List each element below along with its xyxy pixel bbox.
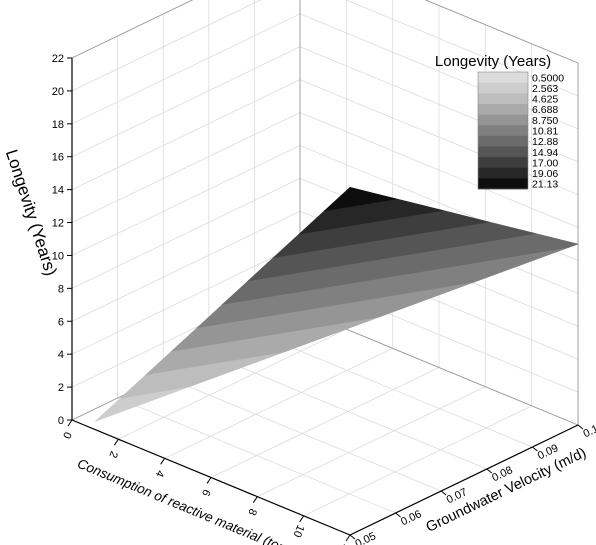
z-tick-label: 12 <box>52 218 64 230</box>
x-tick <box>206 477 212 484</box>
y-tick-label: 0.05 <box>353 530 378 545</box>
z-axis-title: Longevity (Years) <box>2 147 61 278</box>
surface-band <box>323 186 397 212</box>
grid-line-floor <box>164 347 393 459</box>
grid-line-floor <box>257 386 486 498</box>
legend-label: 4.625 <box>532 94 558 106</box>
grid-line-left-wall <box>71 46 301 158</box>
legend-title: Longevity (Years) <box>435 53 551 70</box>
grid-line-left-wall <box>71 112 301 223</box>
y-tick-label: 0.06 <box>399 508 424 528</box>
legend: Longevity (Years) 0.50002.5634.6256.6888.… <box>435 53 564 191</box>
surface <box>94 186 580 422</box>
y-tick <box>440 490 447 496</box>
grid-line-left-wall <box>71 145 301 256</box>
x-tick-label: 10 <box>291 523 307 539</box>
x-tick <box>345 534 351 542</box>
z-tick-label: 4 <box>58 349 64 361</box>
legend-swatch <box>478 157 528 169</box>
legend-swatch <box>478 135 528 147</box>
grid-line-left-wall <box>71 0 262 92</box>
z-tick-label: 0 <box>58 415 64 427</box>
z-tick-label: 16 <box>52 152 64 164</box>
legend-swatch <box>478 125 528 137</box>
grid-line-left-wall <box>71 210 301 322</box>
legend-label: 2.563 <box>532 83 558 95</box>
y-axis-line <box>349 424 579 536</box>
legend-swatch <box>478 146 528 158</box>
z-tick-label: 8 <box>58 283 64 295</box>
legend-label: 12.88 <box>532 136 558 148</box>
frame-edge <box>424 0 579 64</box>
legend-swatch <box>478 82 528 94</box>
y-tick <box>395 512 401 518</box>
legend-swatch <box>478 72 528 84</box>
grid-line-left-wall <box>71 243 301 355</box>
legend-label: 17.00 <box>532 157 558 169</box>
grid-line-floor <box>254 331 533 448</box>
y-tick-label: 0.10 <box>581 420 596 440</box>
x-tick <box>252 496 258 503</box>
z-tick-label: 18 <box>52 119 64 131</box>
x-tick <box>113 438 119 446</box>
grid-line-floor <box>117 397 396 514</box>
y-axis-title: Groundwater Velocity (m/d) <box>424 445 589 536</box>
grid-line-floor <box>163 375 442 492</box>
frame-edge <box>71 0 194 59</box>
surface-band <box>221 233 580 305</box>
x-tick <box>160 458 166 465</box>
legend-label: 19.06 <box>532 168 558 180</box>
legend-label: 14.94 <box>532 147 558 159</box>
legend-label: 8.750 <box>532 115 558 127</box>
grid-line-left-wall <box>71 13 301 125</box>
z-tick-label: 6 <box>58 316 64 328</box>
legend-swatch <box>478 114 528 126</box>
x-tick <box>67 419 73 427</box>
grid-line-floor <box>118 328 347 440</box>
x-tick-label: 12 <box>337 542 353 545</box>
grid-line-floor <box>303 405 532 517</box>
legend-label: 10.81 <box>532 126 558 138</box>
x-tick-label: 6 <box>199 488 212 498</box>
legend-swatch <box>478 93 528 105</box>
legend-label: 6.688 <box>532 104 558 116</box>
y-tick <box>349 534 356 540</box>
grid-line-left-wall <box>71 0 194 59</box>
legend-swatch <box>478 103 528 115</box>
x-tick <box>299 515 305 523</box>
y-tick <box>486 468 493 474</box>
x-tick-label: 8 <box>245 507 258 517</box>
y-tick <box>532 446 538 452</box>
legend-swatch <box>478 167 528 179</box>
grid-line-floor <box>210 367 440 478</box>
legend-frame <box>477 71 529 190</box>
x-tick-label: 4 <box>153 468 166 478</box>
grid-line-left-wall <box>71 79 301 190</box>
x-tick-label: 2 <box>106 449 119 459</box>
legend-label: 21.13 <box>532 179 558 191</box>
y-tick <box>577 424 584 430</box>
z-tick-label: 10 <box>52 250 64 262</box>
z-tick-label: 2 <box>58 382 64 394</box>
grid-line-left-wall <box>71 178 301 289</box>
legend-swatch <box>478 178 528 190</box>
grid-line-floor <box>208 353 487 470</box>
z-tick-label: 14 <box>52 185 64 197</box>
z-tick-label: 20 <box>52 86 64 98</box>
z-tick-label: 22 <box>52 53 64 65</box>
legend-label: 0.5000 <box>532 72 564 84</box>
x-tick-label: 0 <box>60 430 73 440</box>
